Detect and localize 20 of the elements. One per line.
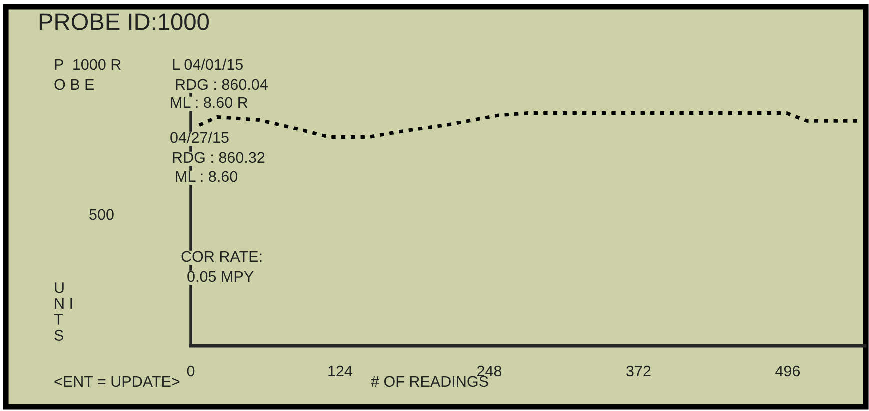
text: RDG : 860.04 [176,79,268,90]
text: L 04/01/15 [173,58,243,70]
annotation: 0.05 MPY [188,271,254,282]
annotation: COR RATE: [182,251,262,262]
annotation: 04/27/15 [170,132,229,144]
text: ML : 8.60 R [171,97,248,108]
x-tick-label: 0 [187,366,195,377]
x-tick-label: 124 [328,366,353,377]
text: O B E [54,79,94,90]
text: P 1000 R [55,59,121,70]
x-tick-label: 372 [626,366,651,377]
text: U N I T S [54,282,72,341]
x-axis-title: # OF READINGS [371,376,488,388]
text: 500 [90,209,114,220]
annotation: ML : 8.60 [176,171,238,182]
x-tick-label: 248 [478,366,502,377]
chart-title: PROBE ID:1000 [40,14,209,30]
text: <ENT = UPDATE> [54,376,180,388]
x-tick-label: 496 [776,366,800,377]
annotation: RDG : 860.32 [173,152,265,164]
